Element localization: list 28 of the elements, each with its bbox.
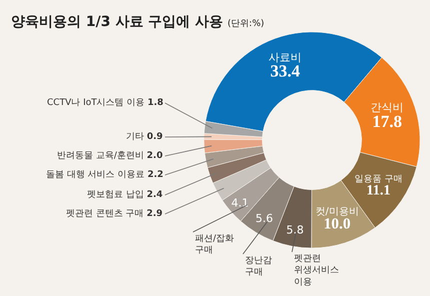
slice-label: 반려동물 교육/훈련비 [57,151,144,161]
data-label: 33.4 [270,62,301,81]
slice-label: 패션/잡화 구매 [195,234,234,256]
data-label: 17.8 [372,112,402,131]
data-label: 2.0 [146,151,163,161]
slice-label: 돌봄 대행 서비스 이용료 [46,170,145,180]
data-label: 2.2 [147,170,164,180]
slice-label: 펫보험료 납입 [87,190,144,200]
data-label: 11.1 [366,182,391,198]
data-label: 10.0 [324,215,351,232]
data-label: 5.8 [286,223,304,236]
data-label: 5.6 [256,212,274,226]
chart-subtitle: (단위:%) [228,19,264,29]
data-label: 1.8 [147,98,164,108]
slice-label: CCTV나 IoT시스템 이용 [47,98,145,108]
slice-label: 펫관련 위생서비스 이용 [294,254,339,288]
slice-label: 장난감 구매 [245,256,272,278]
data-label: 0.9 [146,132,163,142]
slice-label: 펫관련 콘텐츠 구매 [66,209,144,219]
chart-title: 양육비용의 1/3 사료 구입에 사용 [11,14,224,30]
slice-label: 간식비 [370,101,404,114]
slice-label: 컷/미용비 [315,206,359,218]
slice-label: 사료비 [268,51,302,64]
slice-label: 일용품 구매 [354,173,402,184]
slice-label: 기타 [126,132,144,142]
data-label: 2.9 [146,209,163,219]
data-label: 2.4 [146,190,163,200]
data-label: 4.1 [231,196,249,210]
